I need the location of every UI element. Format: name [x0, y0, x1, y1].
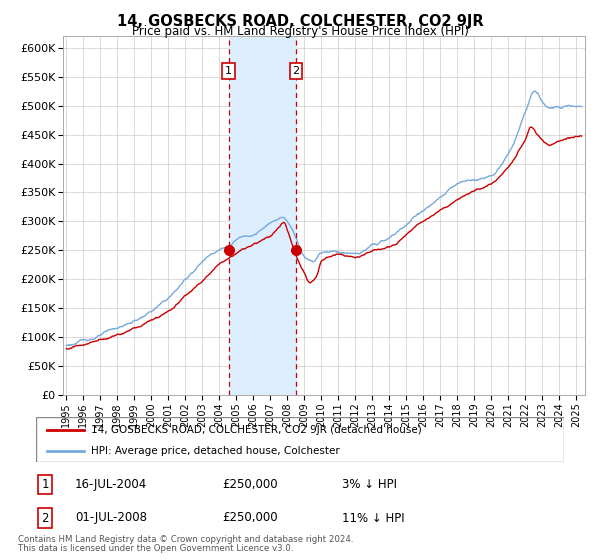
Text: 14, GOSBECKS ROAD, COLCHESTER, CO2 9JR (detached house): 14, GOSBECKS ROAD, COLCHESTER, CO2 9JR (… [91, 424, 422, 435]
Text: £250,000: £250,000 [222, 478, 278, 491]
Text: 2: 2 [292, 66, 299, 76]
Text: 11% ↓ HPI: 11% ↓ HPI [342, 511, 404, 525]
Text: Price paid vs. HM Land Registry's House Price Index (HPI): Price paid vs. HM Land Registry's House … [131, 25, 469, 38]
Text: HPI: Average price, detached house, Colchester: HPI: Average price, detached house, Colc… [91, 446, 340, 456]
Text: 2: 2 [41, 511, 49, 525]
Text: Contains HM Land Registry data © Crown copyright and database right 2024.: Contains HM Land Registry data © Crown c… [18, 534, 353, 544]
Text: 1: 1 [225, 66, 232, 76]
Text: This data is licensed under the Open Government Licence v3.0.: This data is licensed under the Open Gov… [18, 544, 293, 553]
Text: 1: 1 [41, 478, 49, 491]
Text: 16-JUL-2004: 16-JUL-2004 [75, 478, 147, 491]
Text: 14, GOSBECKS ROAD, COLCHESTER, CO2 9JR: 14, GOSBECKS ROAD, COLCHESTER, CO2 9JR [116, 14, 484, 29]
Bar [229, 36, 296, 395]
Text: 3% ↓ HPI: 3% ↓ HPI [342, 478, 397, 491]
Text: £250,000: £250,000 [222, 511, 278, 525]
Text: 01-JUL-2008: 01-JUL-2008 [75, 511, 147, 525]
